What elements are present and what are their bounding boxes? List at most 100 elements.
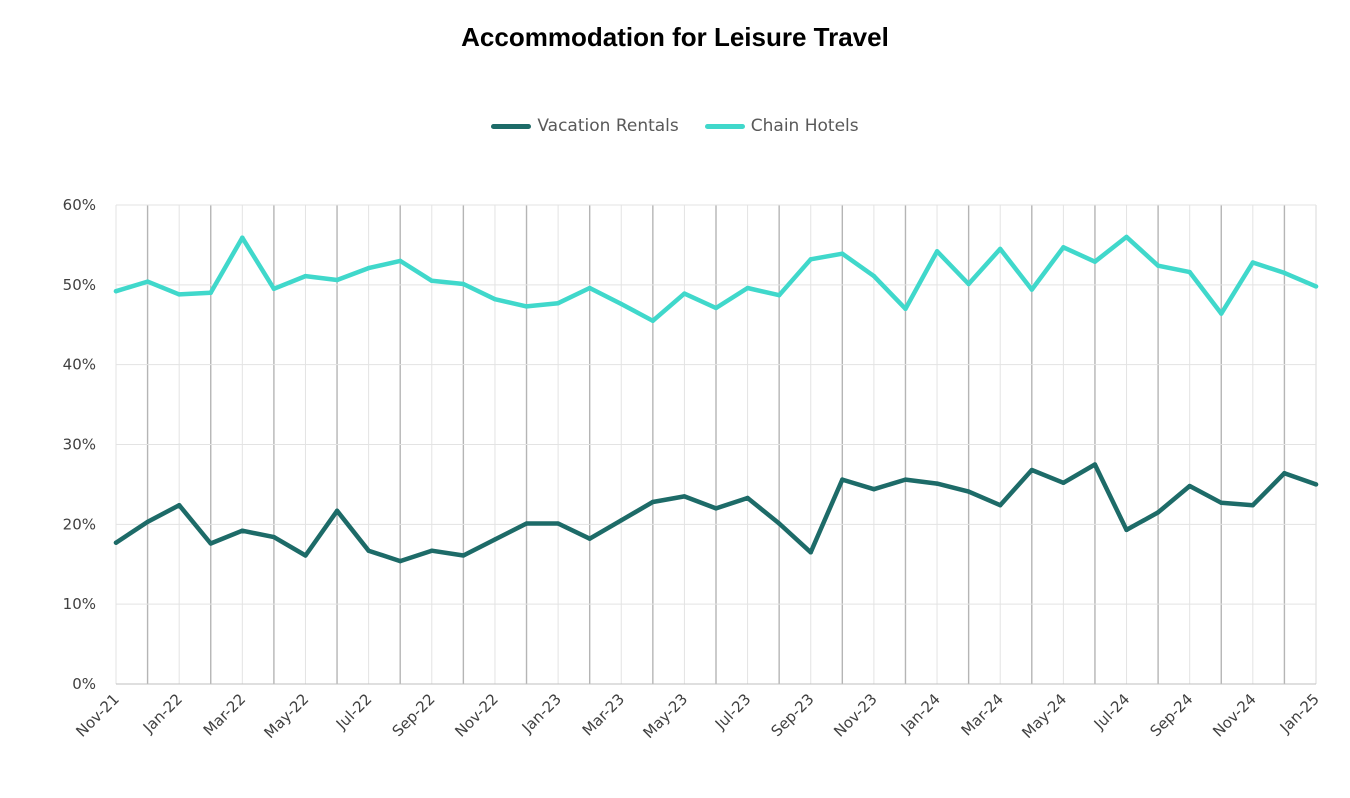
data-point-chain-hotels bbox=[745, 285, 750, 291]
y-tick-label: 10% bbox=[63, 595, 96, 613]
chart-legend: Vacation Rentals Chain Hotels bbox=[0, 116, 1350, 136]
data-point-chain-hotels bbox=[429, 278, 434, 284]
data-point-chain-hotels bbox=[145, 279, 150, 284]
data-point-vacation-rentals bbox=[176, 502, 182, 508]
x-tick-label: Sep-24 bbox=[1146, 690, 1196, 740]
x-tick-label: Jul-23 bbox=[711, 690, 755, 734]
x-tick-label: Nov-22 bbox=[451, 690, 501, 740]
data-point-chain-hotels bbox=[1187, 269, 1192, 275]
x-tick-label: Jan-25 bbox=[1276, 690, 1323, 737]
x-tick-label: Mar-23 bbox=[579, 690, 628, 739]
data-point-chain-hotels bbox=[903, 306, 908, 311]
y-tick-label: 60% bbox=[63, 196, 96, 214]
legend-item-chain-hotels: Chain Hotels bbox=[704, 116, 859, 136]
data-point-chain-hotels bbox=[808, 257, 813, 262]
data-point-vacation-rentals bbox=[1092, 462, 1098, 467]
x-tick-label: Sep-23 bbox=[768, 690, 818, 740]
y-axis-ticks: 0% 10% 20% 30% 40% 50% 60% bbox=[63, 196, 96, 693]
data-point-vacation-rentals bbox=[650, 499, 656, 505]
data-point-vacation-rentals bbox=[334, 508, 340, 513]
data-point-chain-hotels bbox=[998, 246, 1003, 252]
y-tick-label: 30% bbox=[63, 436, 96, 454]
data-point-vacation-rentals bbox=[271, 534, 277, 540]
data-point-vacation-rentals bbox=[1219, 500, 1224, 505]
data-point-chain-hotels bbox=[271, 286, 277, 292]
data-point-vacation-rentals bbox=[776, 521, 782, 526]
y-tick-label: 20% bbox=[63, 515, 96, 533]
data-point-chain-hotels bbox=[650, 318, 656, 323]
data-point-vacation-rentals bbox=[303, 553, 308, 558]
data-point-chain-hotels bbox=[492, 297, 498, 302]
data-point-chain-hotels bbox=[1092, 259, 1098, 264]
data-point-vacation-rentals bbox=[1282, 471, 1287, 476]
x-tick-label: Nov-21 bbox=[72, 690, 122, 740]
data-point-vacation-rentals bbox=[555, 521, 561, 526]
data-point-vacation-rentals bbox=[808, 550, 813, 555]
data-point-chain-hotels bbox=[1250, 260, 1256, 265]
x-tick-label: Jul-22 bbox=[332, 690, 376, 734]
data-point-chain-hotels bbox=[334, 277, 340, 283]
data-point-vacation-rentals bbox=[398, 558, 403, 564]
data-point-chain-hotels bbox=[619, 301, 624, 307]
data-point-chain-hotels bbox=[682, 291, 687, 296]
data-point-chain-hotels bbox=[366, 265, 371, 271]
data-point-chain-hotels bbox=[871, 273, 877, 279]
data-point-chain-hotels bbox=[555, 300, 561, 306]
data-point-vacation-rentals bbox=[1313, 482, 1319, 487]
data-point-chain-hotels bbox=[524, 304, 529, 309]
data-point-vacation-rentals bbox=[1061, 480, 1066, 486]
x-tick-label: Nov-24 bbox=[1209, 690, 1259, 740]
x-tick-label: May-24 bbox=[1018, 690, 1070, 742]
data-point-vacation-rentals bbox=[998, 502, 1003, 508]
x-tick-label: Jan-22 bbox=[139, 690, 186, 737]
x-tick-label: Jan-24 bbox=[897, 690, 944, 737]
data-point-chain-hotels bbox=[1313, 284, 1319, 289]
x-tick-label: Mar-24 bbox=[958, 690, 1007, 739]
data-point-chain-hotels bbox=[713, 305, 719, 311]
data-point-chain-hotels bbox=[113, 289, 119, 294]
data-point-chain-hotels bbox=[176, 292, 182, 297]
legend-item-vacation-rentals: Vacation Rentals bbox=[491, 116, 679, 136]
data-point-chain-hotels bbox=[240, 235, 245, 240]
data-point-chain-hotels bbox=[1061, 245, 1066, 250]
x-tick-label: Jan-23 bbox=[518, 690, 565, 737]
data-point-vacation-rentals bbox=[619, 518, 624, 523]
data-point-vacation-rentals bbox=[429, 548, 434, 553]
data-point-vacation-rentals bbox=[145, 519, 150, 525]
data-point-vacation-rentals bbox=[745, 495, 750, 501]
legend-swatch-vacation-rentals bbox=[491, 123, 532, 129]
data-point-chain-hotels bbox=[398, 258, 403, 264]
data-point-vacation-rentals bbox=[840, 477, 845, 482]
legend-label-vacation-rentals: Vacation Rentals bbox=[537, 116, 679, 136]
data-point-chain-hotels bbox=[587, 285, 592, 291]
data-point-vacation-rentals bbox=[113, 540, 119, 545]
data-point-vacation-rentals bbox=[240, 528, 245, 533]
data-point-vacation-rentals bbox=[1187, 483, 1192, 489]
x-axis-ticks: Nov-21 Jan-22 Mar-22 May-22 Jul-22 Sep-22 Nov-… bbox=[72, 690, 1322, 742]
data-point-chain-hotels bbox=[934, 249, 940, 254]
x-tick-label: Nov-23 bbox=[830, 690, 880, 740]
data-point-chain-hotels bbox=[1124, 234, 1129, 240]
data-point-chain-hotels bbox=[776, 293, 782, 298]
data-point-chain-hotels bbox=[1219, 311, 1224, 316]
data-point-vacation-rentals bbox=[1250, 502, 1256, 508]
y-tick-label: 50% bbox=[63, 276, 96, 294]
data-point-vacation-rentals bbox=[461, 553, 466, 558]
data-point-vacation-rentals bbox=[966, 489, 971, 494]
data-point-chain-hotels bbox=[1029, 287, 1034, 292]
data-point-vacation-rentals bbox=[492, 537, 498, 542]
data-point-vacation-rentals bbox=[903, 477, 908, 482]
data-point-vacation-rentals bbox=[208, 541, 213, 546]
data-point-chain-hotels bbox=[1155, 263, 1161, 268]
y-tick-label: 0% bbox=[72, 675, 96, 693]
x-tick-label: Sep-22 bbox=[389, 690, 439, 740]
data-point-vacation-rentals bbox=[713, 506, 719, 511]
data-point-vacation-rentals bbox=[524, 521, 529, 526]
x-tick-label: Jul-24 bbox=[1090, 690, 1134, 734]
x-tick-label: Mar-22 bbox=[200, 690, 249, 739]
data-point-vacation-rentals bbox=[871, 487, 877, 492]
legend-swatch-chain-hotels bbox=[704, 123, 745, 129]
data-point-chain-hotels bbox=[461, 281, 466, 287]
data-point-chain-hotels bbox=[840, 251, 845, 256]
